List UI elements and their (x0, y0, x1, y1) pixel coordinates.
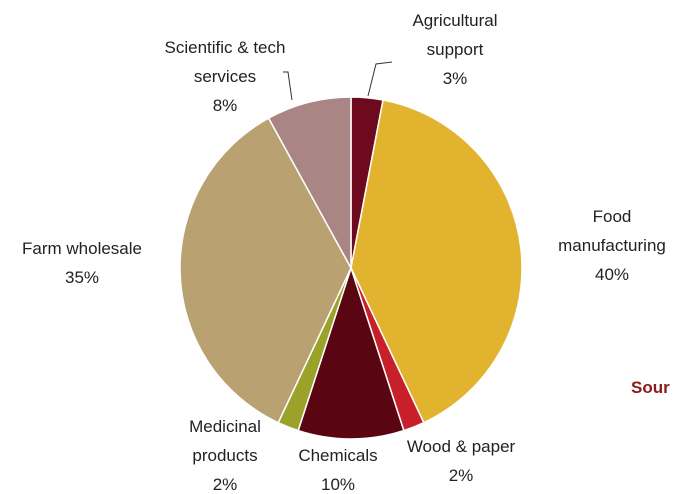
slice-label: Chemicals 10% (283, 441, 393, 494)
category-label: Farm wholesale (22, 239, 142, 258)
category-label: Scientific & tech services (164, 38, 286, 86)
slice-label: Farm wholesale 35% (2, 234, 162, 292)
source-note: Sour (631, 378, 670, 397)
category-label: Food manufacturing (558, 207, 666, 255)
category-label: Agricultural support (412, 11, 498, 59)
slice-label: Food manufacturing 40% (552, 202, 672, 289)
value-label: 40% (594, 265, 630, 284)
leader-line (367, 61, 393, 97)
value-label: 2% (212, 475, 238, 494)
category-label: Wood & paper (406, 437, 516, 456)
slice-label: Medicinal products 2% (180, 412, 270, 494)
category-label: Chemicals (298, 446, 378, 465)
category-label: Medicinal products (189, 417, 261, 465)
value-label: 3% (442, 69, 468, 88)
value-label: 10% (320, 475, 356, 494)
slice-label: Scientific & tech services 8% (155, 33, 295, 120)
value-label: 8% (212, 96, 238, 115)
pie-slice (179, 117, 352, 424)
value-label: 2% (448, 466, 474, 485)
pie-slice (297, 265, 405, 440)
pie-slice (350, 99, 523, 424)
slice-label: Agricultural support 3% (400, 6, 510, 93)
leader-line (283, 71, 293, 101)
slice-label: Wood & paper 2% (386, 432, 536, 490)
value-label: 35% (64, 268, 100, 287)
pie-slice (267, 96, 352, 269)
